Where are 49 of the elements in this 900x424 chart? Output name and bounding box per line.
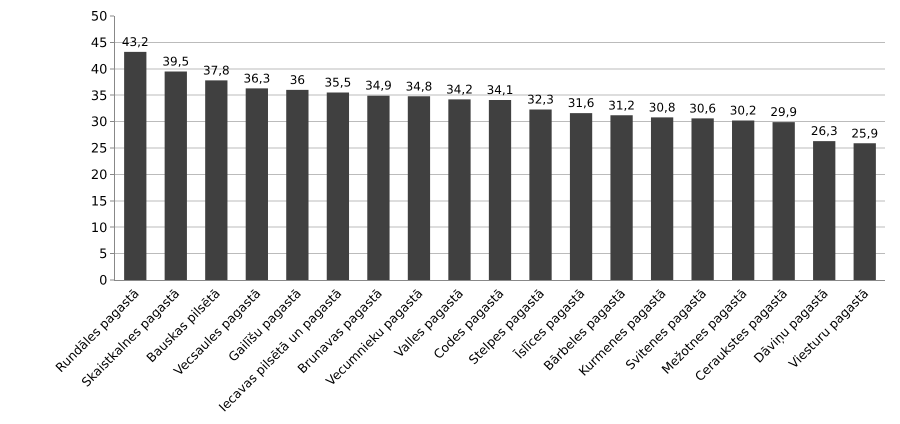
bar bbox=[205, 80, 228, 280]
data-label: 35,5 bbox=[324, 76, 352, 90]
data-label: 37,8 bbox=[202, 63, 230, 78]
bar bbox=[570, 113, 592, 280]
y-tick-label: 45 bbox=[90, 36, 108, 51]
bar bbox=[367, 96, 390, 280]
y-tick-label: 25 bbox=[90, 142, 108, 157]
data-label: 30,2 bbox=[730, 104, 757, 118]
y-tick-label: 50 bbox=[90, 10, 108, 25]
bar bbox=[650, 117, 674, 280]
bar bbox=[164, 71, 187, 280]
data-label: 34,1 bbox=[486, 82, 514, 97]
data-label: 26,3 bbox=[810, 124, 838, 138]
y-tick-label: 0 bbox=[99, 274, 108, 289]
y-tick-label: 40 bbox=[90, 62, 108, 78]
data-label: 31,6 bbox=[568, 96, 594, 110]
y-tick-label: 10 bbox=[90, 220, 108, 236]
y-tick-label: 15 bbox=[90, 194, 108, 210]
data-label: 32,3 bbox=[527, 92, 554, 106]
data-label: 36,3 bbox=[243, 71, 270, 86]
y-tick-label: 35 bbox=[90, 88, 108, 104]
bar bbox=[732, 120, 754, 280]
bar bbox=[772, 122, 795, 280]
bar bbox=[529, 109, 552, 280]
y-tick-label: 30 bbox=[90, 115, 108, 130]
bar bbox=[246, 88, 268, 280]
bar bbox=[326, 92, 350, 280]
data-label: 43,2 bbox=[122, 34, 149, 49]
y-tick-label: 20 bbox=[90, 168, 108, 183]
y-tick-label: 5 bbox=[99, 247, 108, 262]
bar bbox=[610, 115, 633, 280]
data-label: 25,9 bbox=[851, 126, 878, 140]
bar bbox=[488, 100, 512, 280]
bar bbox=[448, 99, 471, 280]
data-label: 39,5 bbox=[162, 54, 190, 68]
data-label: 31,2 bbox=[608, 98, 635, 112]
data-label: 34,2 bbox=[446, 82, 473, 96]
data-label: 30,8 bbox=[648, 100, 676, 114]
bar bbox=[408, 96, 430, 280]
data-label: 30,6 bbox=[689, 101, 716, 116]
bar bbox=[286, 90, 309, 280]
bar bbox=[691, 118, 714, 280]
bar bbox=[813, 141, 836, 280]
data-label: 36 bbox=[290, 72, 306, 87]
bar bbox=[124, 52, 146, 280]
bar bbox=[854, 143, 876, 280]
data-label: 34,8 bbox=[406, 79, 432, 94]
data-label: 29,9 bbox=[770, 105, 798, 120]
data-label: 34,9 bbox=[365, 78, 392, 93]
